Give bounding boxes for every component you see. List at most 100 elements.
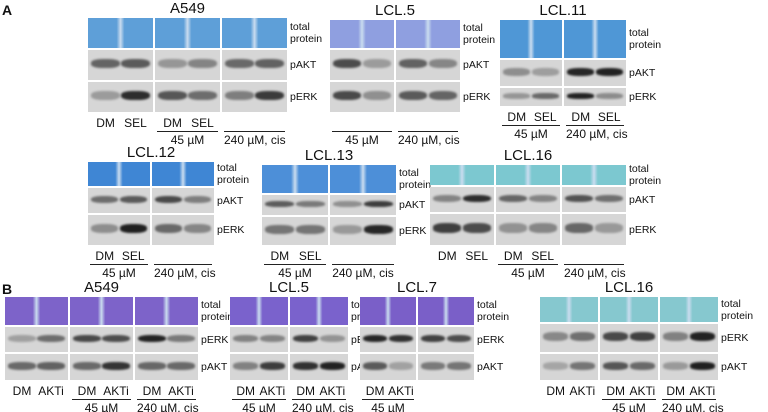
band (8, 361, 36, 370)
lane-label: DM (236, 384, 255, 398)
row-label: total protein (290, 21, 323, 45)
lane-label: DM (296, 384, 315, 398)
band (388, 361, 414, 370)
blot-strip (600, 354, 658, 380)
group-label: 45 µM (502, 125, 560, 141)
band (138, 334, 166, 342)
lane-label: AKTi (103, 384, 129, 398)
blot-title: LCL.16 (503, 147, 553, 164)
group-label: 45 µM (498, 264, 558, 280)
band (188, 91, 217, 100)
stain-strip (88, 18, 153, 48)
row-label: pAKT (290, 59, 317, 71)
stain-strip (290, 297, 348, 325)
stain-strip (564, 20, 626, 58)
blot-strip (290, 327, 348, 352)
stain-strip (330, 20, 394, 48)
band (37, 334, 65, 342)
band (319, 361, 346, 370)
stain-strip (430, 165, 494, 185)
blot-strip (360, 327, 416, 352)
band (363, 225, 393, 234)
group-label: 240 µM, cis (566, 125, 628, 141)
band (542, 332, 569, 341)
band (565, 194, 594, 202)
stain-strip (330, 165, 396, 193)
group-label: 240 µM, cis (398, 131, 460, 147)
band (259, 361, 286, 370)
blot-strip (564, 60, 626, 86)
lane-label: AKTi (689, 384, 716, 398)
lane-label: SEL (597, 110, 621, 124)
row-label: total protein (629, 163, 662, 187)
blot-strip (230, 354, 288, 380)
row-label: total protein (721, 297, 754, 322)
blot-strip (222, 50, 287, 80)
band (388, 334, 414, 342)
band (255, 59, 284, 68)
band (362, 59, 391, 68)
stain-strip (88, 162, 150, 186)
band (91, 59, 120, 68)
group-label: 45 µM (90, 264, 148, 280)
row-label: pAKT (399, 199, 426, 211)
group-label: 240 µM, cis (564, 264, 626, 280)
band (446, 334, 472, 342)
blot-title: LCL.5 (374, 2, 416, 19)
row-label: pERK (721, 332, 749, 344)
blot-strip (430, 187, 494, 212)
group-label: 45 µM (264, 264, 326, 280)
band (232, 334, 259, 342)
band (662, 361, 689, 370)
band (499, 194, 528, 202)
row-label: pERK (463, 91, 491, 103)
blot-strip (88, 82, 153, 112)
lane-label: DM (546, 384, 565, 398)
group-label: 240 µM, cis (154, 264, 216, 280)
band (121, 59, 150, 68)
band (503, 67, 531, 76)
band (225, 59, 254, 68)
band (362, 91, 391, 100)
blot-strip (155, 50, 220, 80)
band (689, 332, 716, 341)
band (420, 361, 446, 370)
band (255, 91, 284, 100)
blot-strip (88, 188, 150, 213)
blot-strip (5, 327, 68, 352)
row-label: pERK (477, 333, 505, 346)
band (531, 93, 559, 99)
panel-label: B (2, 281, 13, 297)
blot-strip (564, 88, 626, 106)
band (528, 194, 557, 202)
lane-label: SEL (124, 116, 147, 130)
lane-label: DM (270, 249, 290, 263)
lane-label: AKTi (168, 384, 194, 398)
row-label: pAKT (721, 361, 748, 373)
band (689, 361, 716, 370)
stain-strip (155, 18, 220, 48)
band (428, 59, 457, 68)
blot-strip (500, 60, 562, 86)
band (73, 361, 101, 370)
lane-label: DM (142, 384, 162, 398)
lane-label: DM (163, 116, 182, 130)
group-label: 45 µM (602, 399, 656, 412)
blot-title: LCL.16 (604, 279, 654, 296)
band (265, 201, 295, 207)
band (292, 361, 319, 370)
lane-label: DM (606, 384, 625, 398)
stain-strip (540, 297, 598, 322)
row-label: pAKT (629, 193, 656, 206)
blot-strip (5, 354, 68, 380)
stain-strip (70, 297, 133, 325)
row-label: total protein (217, 162, 250, 186)
blot-title: LCL.5 (268, 279, 310, 296)
band (662, 332, 689, 341)
lane-label: SEL (533, 110, 557, 124)
blot-strip (562, 187, 626, 212)
blot-strip (360, 354, 416, 380)
band (462, 194, 491, 202)
band (333, 225, 363, 234)
band (531, 67, 559, 76)
